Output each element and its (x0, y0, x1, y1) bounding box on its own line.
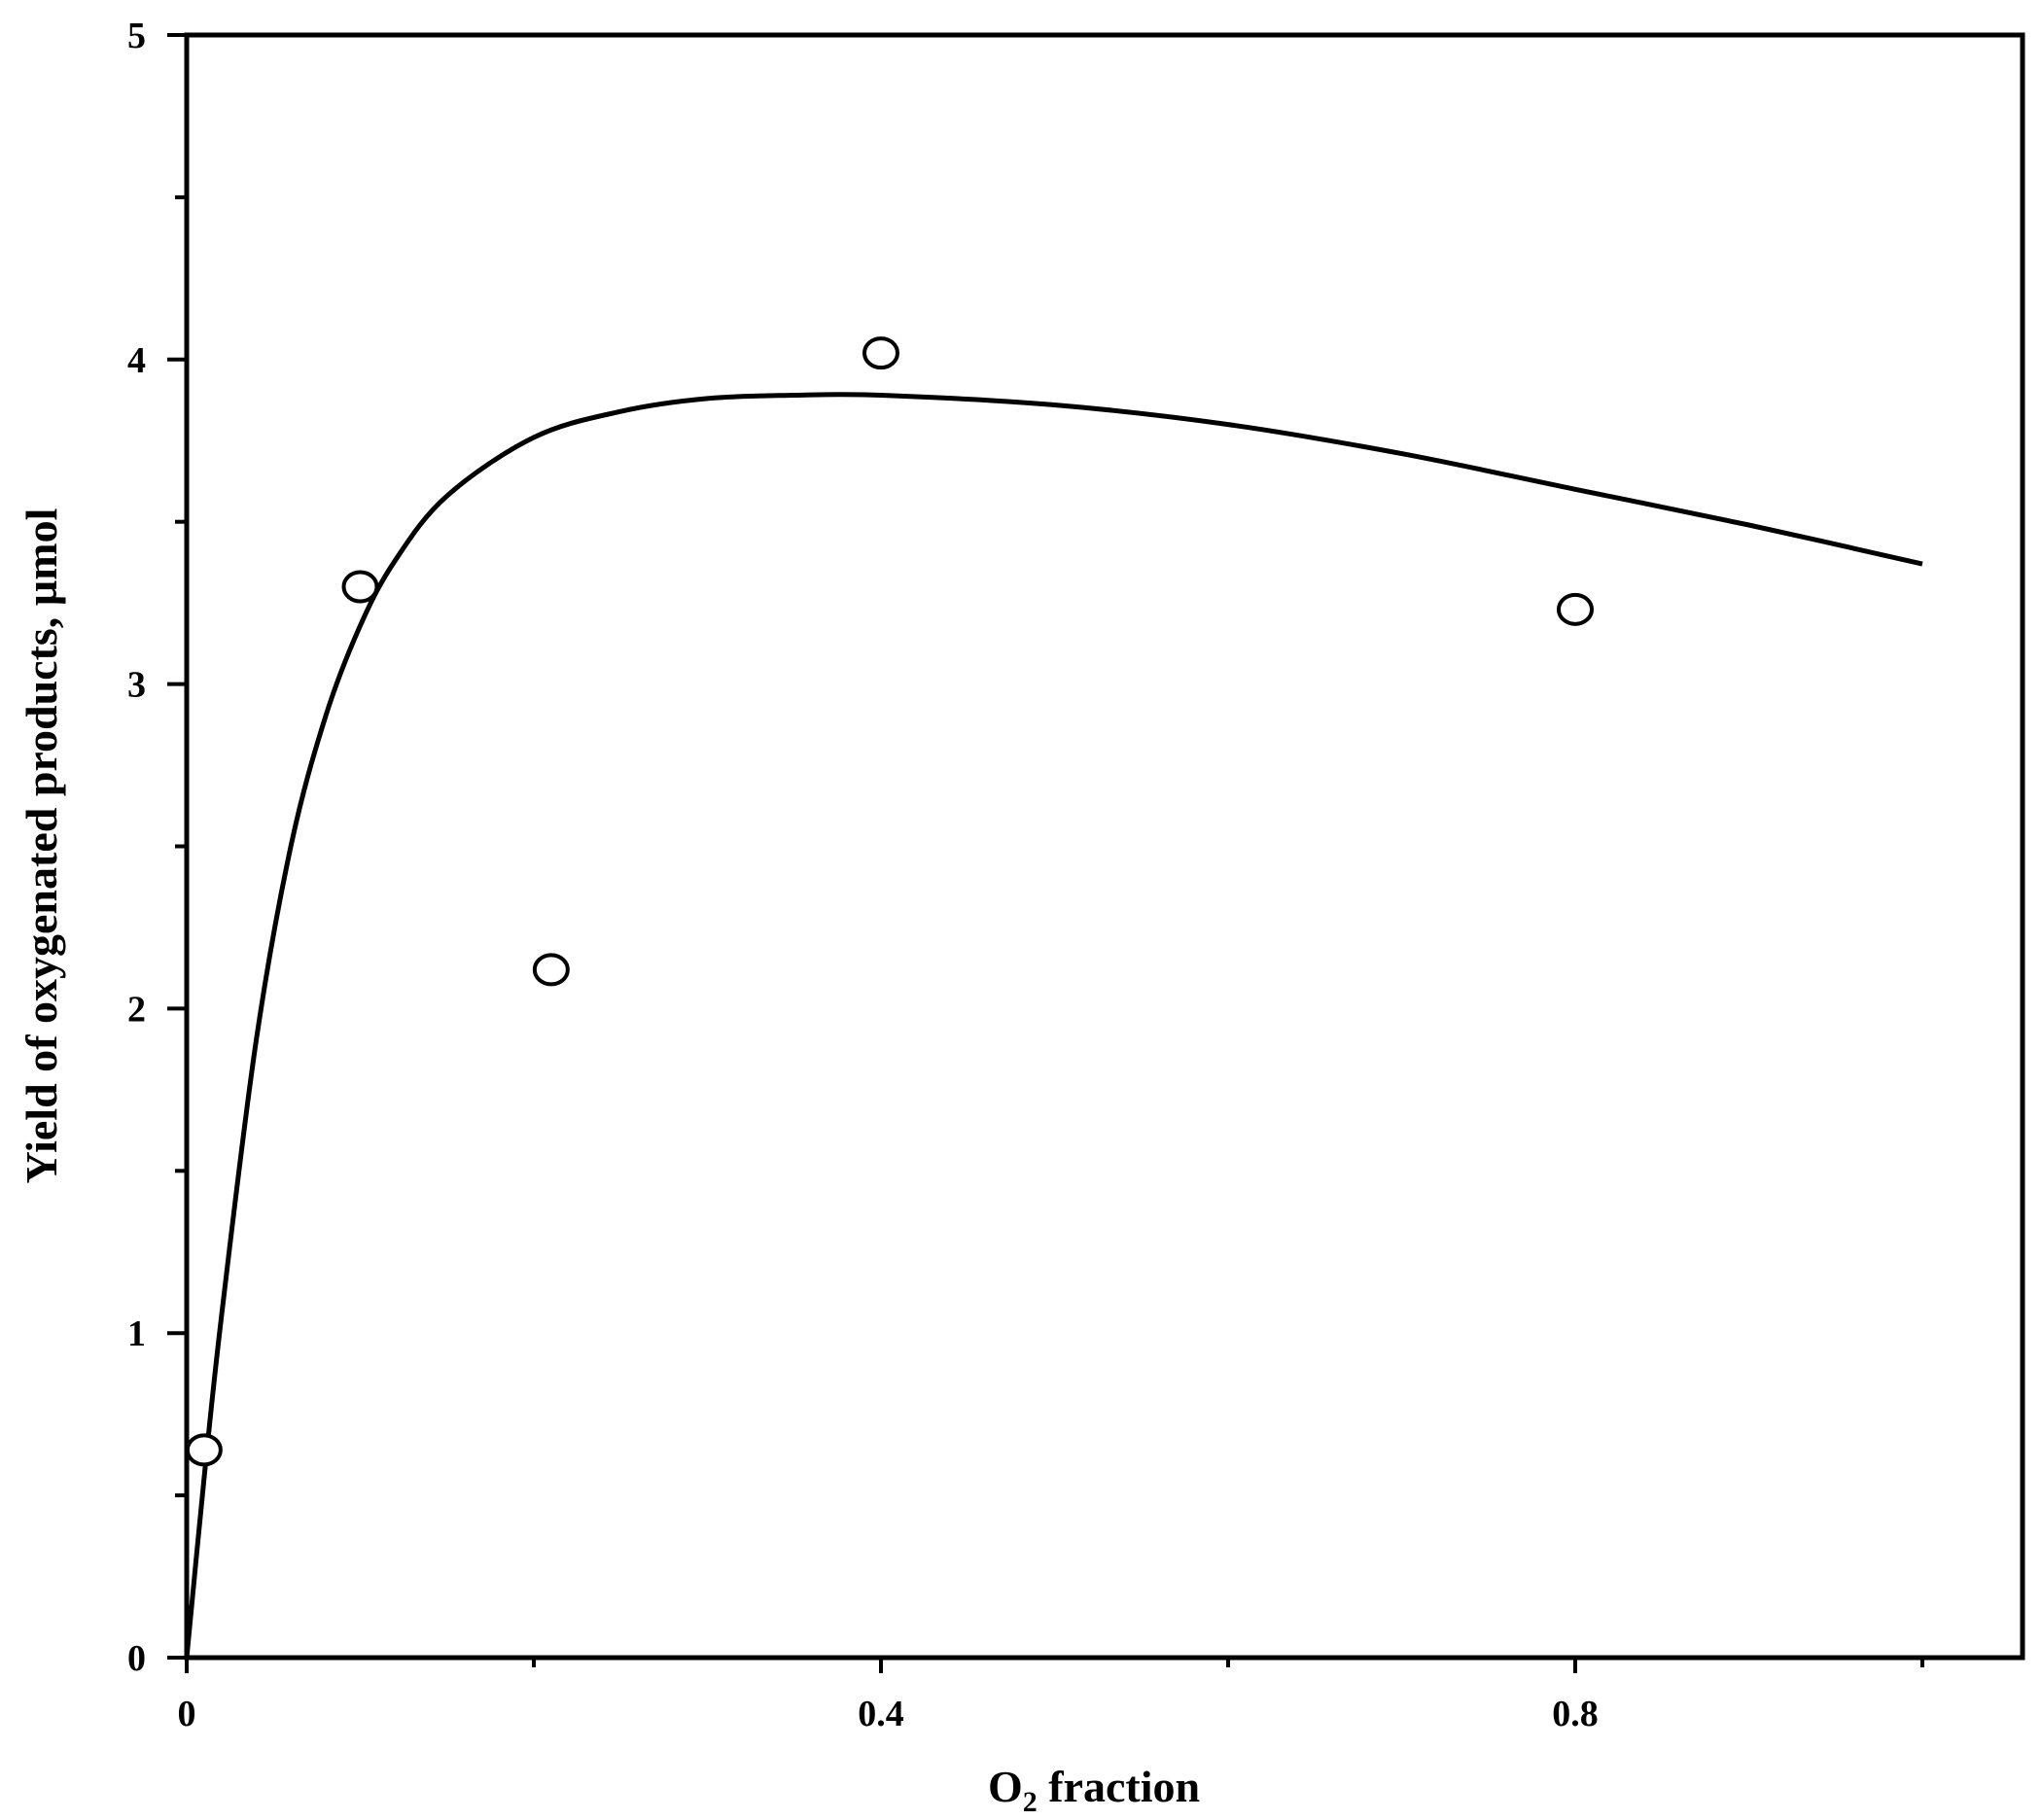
data-point (341, 570, 379, 604)
major-ticks (167, 33, 1577, 1673)
y-tick-label: 2 (127, 989, 146, 1030)
y-tick-label: 1 (127, 1313, 146, 1354)
plot-frame (184, 32, 2025, 1661)
data-point (1557, 592, 1594, 626)
data-points (185, 336, 1594, 1467)
y-tick-label: 4 (127, 340, 146, 381)
x-axis-title-subscript: 2 (1023, 1786, 1038, 1818)
x-tick-label: 0.4 (858, 1694, 904, 1734)
x-axis-title-rest: fraction (1038, 1762, 1200, 1811)
data-point (862, 336, 899, 370)
x-tick-labels: 0 0.4 0.8 (178, 1694, 1599, 1734)
data-point (532, 953, 570, 987)
minor-ticks (175, 194, 1924, 1667)
x-axis-title: O2 fraction (988, 1762, 1200, 1818)
y-tick-label: 5 (127, 16, 146, 56)
x-axis-title-main: O (988, 1762, 1023, 1811)
x-tick-label: 0 (178, 1694, 196, 1734)
y-tick-labels: 0 1 2 3 4 5 (127, 16, 146, 1679)
y-tick-label: 3 (127, 665, 146, 706)
data-point (185, 1433, 223, 1467)
fit-curve-line (184, 392, 1923, 1659)
x-tick-label: 0.8 (1552, 1694, 1599, 1734)
y-axis-title: Yield of oxygenated products, µmol (17, 508, 66, 1184)
y-tick-label: 0 (127, 1638, 146, 1679)
